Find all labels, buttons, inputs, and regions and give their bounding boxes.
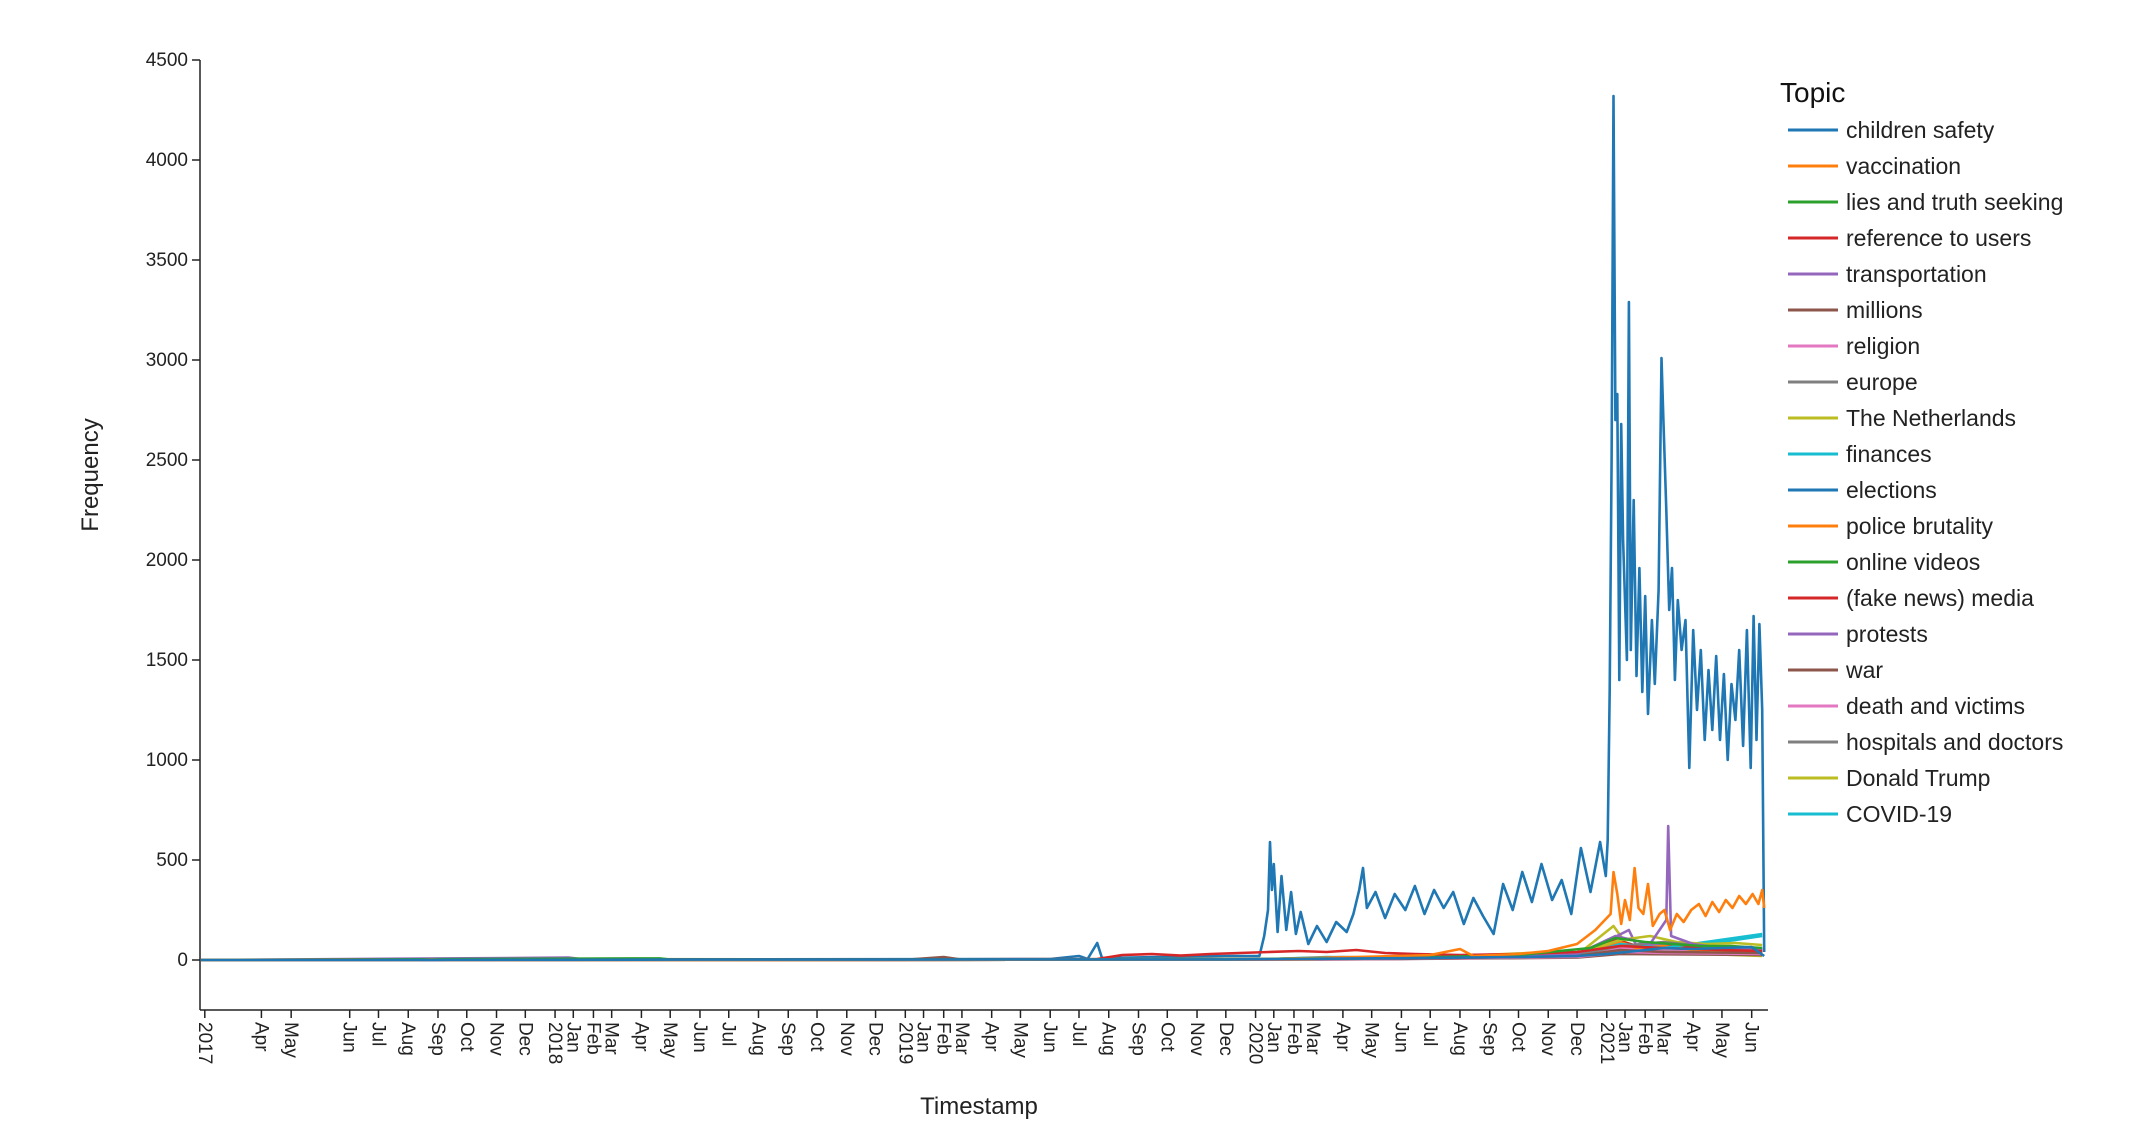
y-tick-label: 4000 bbox=[146, 150, 188, 171]
x-tick-label: Sep bbox=[777, 1022, 798, 1056]
x-tick-label: Jun bbox=[1390, 1022, 1411, 1053]
legend-label: religion bbox=[1846, 333, 1920, 359]
legend-label: protests bbox=[1846, 621, 1928, 647]
x-tick-label: Aug bbox=[1449, 1022, 1470, 1056]
x-tick-label: 2021 bbox=[1596, 1022, 1617, 1064]
x-tick-label: Jul bbox=[1068, 1022, 1089, 1046]
x-tick-label: Apr bbox=[1332, 1022, 1353, 1052]
y-tick-label: 2000 bbox=[146, 550, 188, 571]
y-axis-title: Frequency bbox=[77, 418, 104, 531]
x-tick-label: Jul bbox=[1419, 1022, 1440, 1046]
y-tick-label: 4500 bbox=[146, 50, 188, 71]
x-tick-label: May bbox=[1711, 1022, 1732, 1058]
x-tick-label: Feb bbox=[933, 1022, 954, 1055]
x-tick-label: May bbox=[1361, 1022, 1382, 1058]
x-tick-label: Sep bbox=[427, 1022, 448, 1056]
x-tick-label: May bbox=[659, 1022, 680, 1058]
y-tick-label: 3500 bbox=[146, 250, 188, 271]
legend-label: (fake news) media bbox=[1846, 585, 2034, 611]
legend-title: Topic bbox=[1780, 77, 1845, 108]
y-tick-label: 1000 bbox=[146, 750, 188, 771]
x-tick-label: 2019 bbox=[894, 1022, 915, 1064]
x-tick-label: Oct bbox=[1508, 1022, 1529, 1052]
x-tick-label: Jul bbox=[718, 1022, 739, 1046]
x-tick-label: Apr bbox=[250, 1022, 271, 1052]
legend-label: Donald Trump bbox=[1846, 765, 1990, 791]
x-tick-label: Feb bbox=[582, 1022, 603, 1055]
x-tick-label: Jan bbox=[913, 1022, 934, 1053]
x-tick-label: Feb bbox=[1634, 1022, 1655, 1055]
y-tick-label: 3000 bbox=[146, 350, 188, 371]
x-tick-label: Mar bbox=[1302, 1022, 1323, 1055]
x-tick-label: Oct bbox=[806, 1022, 827, 1052]
legend-label: vaccination bbox=[1846, 153, 1961, 179]
legend-label: police brutality bbox=[1846, 513, 1994, 539]
y-tick-label: 0 bbox=[177, 950, 188, 971]
x-tick-label: Dec bbox=[1566, 1022, 1587, 1056]
x-tick-label: Aug bbox=[747, 1022, 768, 1056]
x-tick-label: 2017 bbox=[194, 1022, 215, 1064]
x-tick-label: Nov bbox=[836, 1022, 857, 1056]
x-tick-label: Oct bbox=[1156, 1022, 1177, 1052]
x-tick-label: Sep bbox=[1479, 1022, 1500, 1056]
x-tick-label: May bbox=[280, 1022, 301, 1058]
y-tick-label: 2500 bbox=[146, 450, 188, 471]
x-tick-label: Jun bbox=[689, 1022, 710, 1053]
legend-label: europe bbox=[1846, 369, 1918, 395]
x-tick-label: Sep bbox=[1127, 1022, 1148, 1056]
x-tick-label: Apr bbox=[1682, 1022, 1703, 1052]
legend-label: millions bbox=[1846, 297, 1923, 323]
x-tick-label: Jan bbox=[1614, 1022, 1635, 1053]
x-tick-label: Aug bbox=[397, 1022, 418, 1056]
legend: Topic children safety vaccination lies and… bbox=[1780, 77, 2063, 827]
x-tick-label: Mar bbox=[951, 1022, 972, 1055]
legend-label: COVID-19 bbox=[1846, 801, 1952, 827]
x-tick-label: Nov bbox=[1537, 1022, 1558, 1056]
x-tick-label: Apr bbox=[981, 1022, 1002, 1052]
legend-label: The Netherlands bbox=[1846, 405, 2016, 431]
x-tick-label: Jun bbox=[1039, 1022, 1060, 1053]
x-tick-label: Jan bbox=[562, 1022, 583, 1053]
legend-label: elections bbox=[1846, 477, 1937, 503]
x-axis-title: Timestamp bbox=[920, 1093, 1038, 1120]
legend-label: hospitals and doctors bbox=[1846, 729, 2063, 755]
x-tick-label: Dec bbox=[1215, 1022, 1236, 1056]
x-tick-label: Mar bbox=[1652, 1022, 1673, 1055]
legend-label: finances bbox=[1846, 441, 1932, 467]
x-tick-label: Feb bbox=[1283, 1022, 1304, 1055]
x-tick-label: Nov bbox=[486, 1022, 507, 1056]
x-tick-label: Mar bbox=[601, 1022, 622, 1055]
legend-label: online videos bbox=[1846, 549, 1980, 575]
x-tick-label: Dec bbox=[514, 1022, 535, 1056]
legend-label: transportation bbox=[1846, 261, 1987, 287]
series-line-vaccination bbox=[201, 866, 1766, 962]
x-tick-label: Dec bbox=[865, 1022, 886, 1056]
y-tick-label: 1500 bbox=[146, 650, 188, 671]
x-tick-label: Oct bbox=[456, 1022, 477, 1052]
series-line-children-safety bbox=[201, 945, 1765, 962]
legend-label: lies and truth seeking bbox=[1846, 189, 2063, 215]
x-tick-label: 2018 bbox=[544, 1022, 565, 1064]
x-tick-label: May bbox=[1009, 1022, 1030, 1058]
y-tick-label: 500 bbox=[156, 850, 188, 871]
x-tick-label: Aug bbox=[1098, 1022, 1119, 1056]
x-tick-label: Jun bbox=[1741, 1022, 1762, 1053]
x-tick-label: Jun bbox=[339, 1022, 360, 1053]
x-tick-label: Jul bbox=[367, 1022, 388, 1046]
y-axis: 0 500 1000 1500 2000 2500 3000 3500 4000 4500 bbox=[146, 50, 201, 1010]
legend-label: war bbox=[1845, 657, 1883, 683]
legend-label: reference to users bbox=[1846, 225, 2031, 251]
series-line-elections bbox=[200, 94, 1766, 962]
x-tick-label: Jan bbox=[1263, 1022, 1284, 1053]
legend-label: death and victims bbox=[1846, 693, 2025, 719]
plot-area bbox=[200, 94, 1766, 962]
legend-label: children safety bbox=[1846, 117, 1995, 143]
x-tick-label: 2020 bbox=[1245, 1022, 1266, 1064]
x-tick-label: Apr bbox=[630, 1022, 651, 1052]
x-tick-label: Nov bbox=[1186, 1022, 1207, 1056]
